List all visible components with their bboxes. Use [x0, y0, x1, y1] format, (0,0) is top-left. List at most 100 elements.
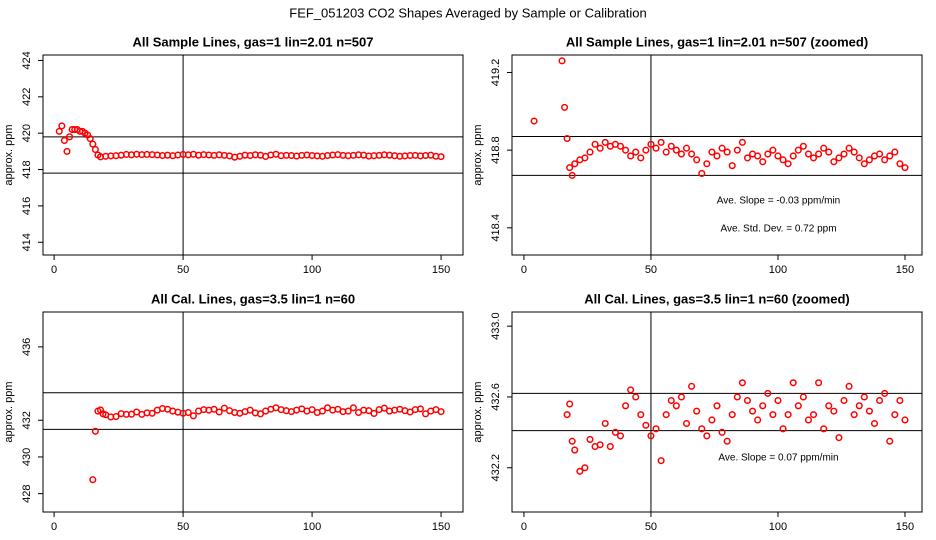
x-tick-label: 0 — [521, 521, 527, 533]
y-tick-label: 433.0 — [490, 312, 502, 340]
point — [799, 142, 807, 150]
point — [733, 393, 741, 401]
point — [622, 146, 630, 154]
point — [688, 382, 696, 390]
point — [210, 405, 218, 413]
point — [89, 476, 97, 484]
y-tick-label: 432.2 — [490, 454, 502, 482]
y-tick-label: 418.8 — [490, 136, 502, 164]
y-tick-label: 418 — [21, 160, 33, 178]
y-axis-label: approx. ppm — [472, 381, 484, 442]
point — [825, 402, 833, 410]
point — [616, 142, 625, 150]
point — [830, 158, 838, 166]
point — [703, 432, 711, 440]
x-tick-label: 100 — [303, 521, 321, 533]
point — [809, 411, 818, 419]
point — [63, 147, 71, 155]
point — [886, 437, 894, 445]
point — [759, 158, 767, 166]
point — [344, 407, 352, 415]
y-tick-label: 419.2 — [490, 59, 502, 87]
point — [568, 171, 576, 179]
point — [845, 382, 853, 390]
y-axis-label: approx. ppm — [472, 124, 484, 185]
point — [370, 409, 378, 418]
point — [738, 379, 746, 387]
point — [799, 393, 807, 401]
point — [794, 402, 802, 410]
point — [723, 437, 731, 445]
point — [784, 160, 792, 168]
point — [566, 400, 574, 408]
point — [876, 396, 884, 405]
point — [835, 434, 843, 442]
point — [769, 411, 777, 419]
x-tick-label: 50 — [645, 264, 657, 276]
x-tick-label: 100 — [303, 264, 321, 276]
y-tick-label: 436 — [21, 338, 33, 356]
point — [568, 437, 576, 445]
point — [865, 407, 873, 415]
page-title: FEF_051203 CO2 Shapes Averaged by Sample… — [289, 5, 646, 20]
point — [627, 386, 635, 394]
point — [723, 148, 731, 156]
point — [530, 117, 538, 125]
point — [779, 156, 787, 164]
point — [769, 146, 777, 154]
point — [91, 145, 99, 154]
point — [743, 154, 752, 162]
point — [189, 412, 197, 420]
point — [611, 428, 619, 436]
point — [850, 148, 858, 156]
plot-frame — [42, 311, 464, 513]
point — [860, 393, 868, 401]
point — [596, 144, 604, 152]
point — [601, 138, 609, 146]
point — [794, 146, 802, 154]
point — [840, 396, 848, 405]
x-tick-label: 150 — [896, 521, 914, 533]
point — [246, 406, 254, 414]
x-tick-label: 50 — [177, 521, 189, 533]
y-tick-label: 430 — [21, 448, 33, 466]
point — [677, 150, 685, 158]
point — [677, 393, 685, 401]
x-tick-label: 50 — [645, 521, 657, 533]
point — [693, 407, 701, 415]
point — [563, 134, 571, 143]
point — [647, 140, 655, 148]
point — [632, 393, 640, 401]
point — [820, 144, 828, 152]
point — [749, 407, 757, 415]
point — [698, 425, 706, 433]
point — [86, 135, 94, 143]
point — [845, 144, 853, 152]
point — [215, 408, 223, 416]
point — [672, 146, 680, 154]
point — [718, 144, 726, 152]
point — [622, 402, 630, 410]
plot-frame — [42, 54, 464, 256]
point — [804, 150, 812, 158]
point — [713, 402, 721, 410]
point — [616, 432, 625, 440]
point — [891, 411, 899, 419]
point — [809, 154, 818, 162]
point — [416, 405, 424, 413]
point — [89, 140, 97, 148]
point — [662, 411, 670, 419]
x-tick-label: 100 — [769, 264, 787, 276]
point — [896, 396, 904, 405]
point — [437, 153, 445, 161]
point — [855, 402, 863, 410]
point — [825, 148, 833, 156]
y-tick-label: 418.4 — [490, 214, 502, 242]
point — [672, 402, 680, 410]
point — [627, 152, 635, 160]
point — [850, 411, 858, 419]
point — [682, 419, 691, 428]
point — [91, 427, 99, 435]
x-tick-label: 150 — [432, 264, 450, 276]
